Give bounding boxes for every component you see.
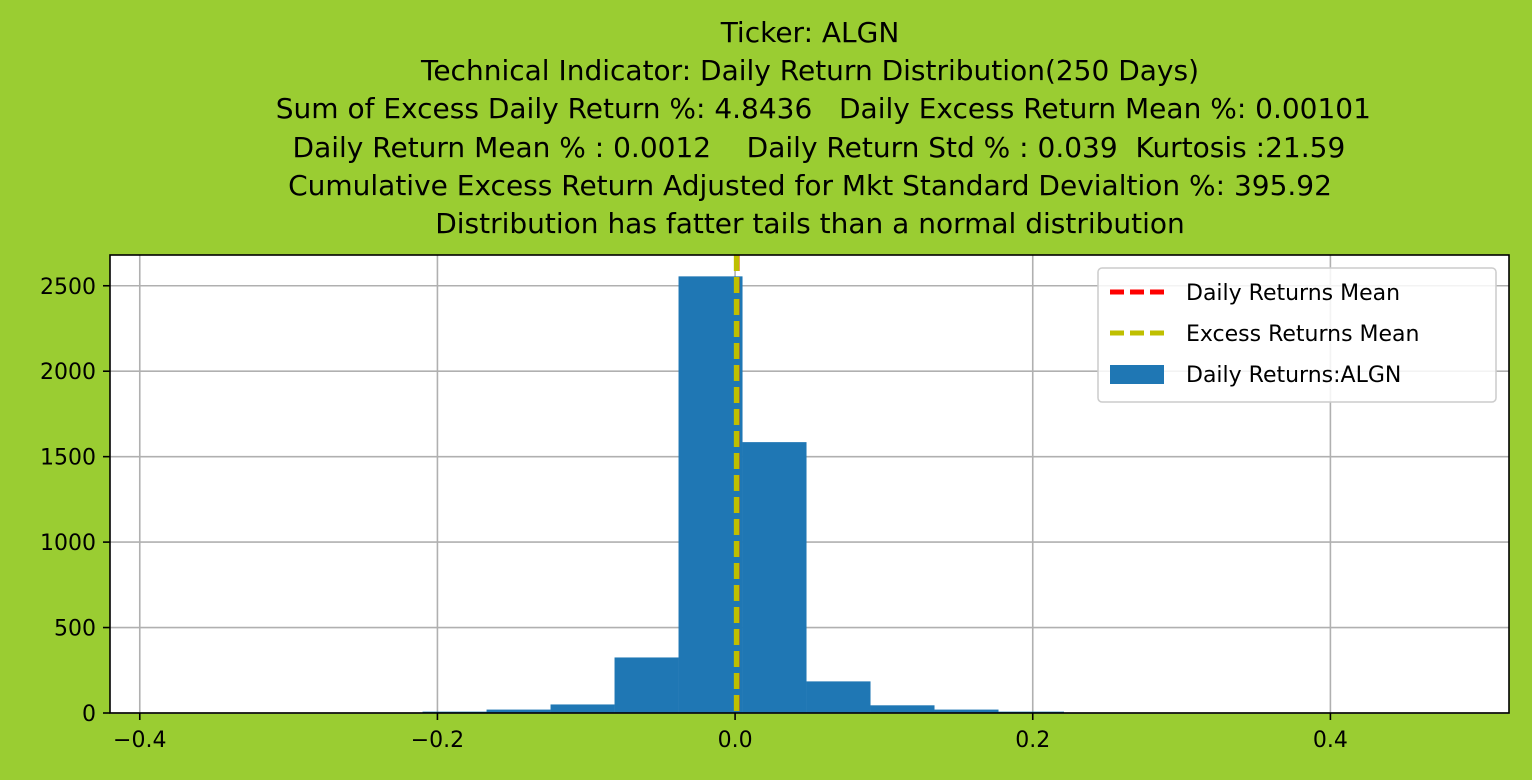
histogram-bar bbox=[806, 681, 871, 713]
title-line-mean-std: Daily Return Mean % : 0.0012 Daily Retur… bbox=[274, 130, 1346, 164]
legend-box bbox=[1097, 267, 1497, 403]
y-tick-label: 0 bbox=[82, 702, 96, 727]
y-tick-label: 500 bbox=[54, 617, 96, 642]
chart-title: Ticker: ALGN Technical Indicator: Daily … bbox=[110, 14, 1510, 243]
x-tick-label: 0.2 bbox=[1015, 728, 1050, 753]
legend: Daily Returns Mean Excess Returns Mean D… bbox=[1097, 267, 1497, 403]
histogram-bar bbox=[614, 657, 679, 713]
y-tick-label: 1500 bbox=[40, 446, 96, 471]
x-tick-label: −0.4 bbox=[113, 728, 166, 753]
title-line-indicator: Technical Indicator: Daily Return Distri… bbox=[420, 54, 1200, 88]
y-tick-label: 2500 bbox=[40, 275, 96, 300]
histogram-bar bbox=[486, 709, 551, 713]
title-line-excess-sum: Sum of Excess Daily Return %: 4.8436 Dai… bbox=[249, 92, 1371, 126]
title-line-ticker: Ticker: ALGN bbox=[720, 16, 900, 49]
y-tick-label: 2000 bbox=[40, 360, 96, 385]
histogram-bar bbox=[550, 704, 615, 713]
x-axis-ticks: −0.4 −0.2 0.0 0.2 0.4 bbox=[113, 713, 1348, 753]
legend-label-excess-mean: Excess Returns Mean bbox=[1186, 322, 1419, 347]
legend-label-daily-mean: Daily Returns Mean bbox=[1186, 281, 1400, 306]
x-tick-label: −0.2 bbox=[411, 728, 464, 753]
histogram-bar bbox=[934, 709, 999, 713]
title-line-cumulative: Cumulative Excess Return Adjusted for Mk… bbox=[288, 168, 1332, 202]
x-tick-label: 0.4 bbox=[1313, 728, 1348, 753]
histogram-bar bbox=[870, 705, 935, 713]
y-axis-ticks: 0 500 1000 1500 2000 2500 bbox=[40, 275, 110, 727]
x-tick-label: 0.0 bbox=[718, 728, 753, 753]
y-tick-label: 1000 bbox=[40, 531, 96, 556]
histogram-bar bbox=[742, 442, 807, 713]
plot-frame bbox=[109, 254, 1510, 714]
title-line-distribution-note: Distribution has fatter tails than a nor… bbox=[435, 207, 1185, 241]
legend-swatch-daily-returns bbox=[1110, 365, 1164, 384]
legend-label-daily-returns: Daily Returns:ALGN bbox=[1186, 363, 1401, 388]
histogram-bar bbox=[678, 276, 743, 713]
histogram-bars bbox=[422, 276, 1064, 713]
